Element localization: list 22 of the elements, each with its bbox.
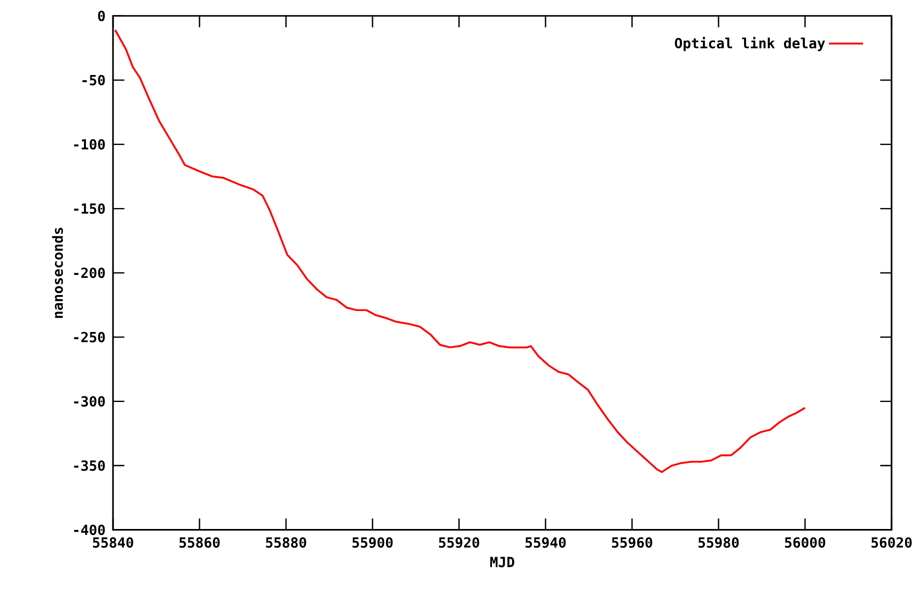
- x-tick-label: 56000: [785, 537, 826, 548]
- x-tick-label: 55960: [612, 537, 652, 548]
- x-tick-label: 56020: [872, 537, 912, 548]
- x-tick-label: 55880: [266, 537, 306, 548]
- x-axis-title: MJD: [490, 557, 514, 568]
- x-tick-label: 55980: [698, 537, 739, 548]
- y-tick-label: -50: [82, 74, 105, 86]
- x-tick-label: 55900: [352, 537, 393, 548]
- y-axis-title: nanoseconds: [52, 228, 63, 318]
- x-tick-label: 55840: [92, 537, 134, 548]
- y-tick-label: -300: [74, 396, 105, 407]
- x-tick-label: 55920: [439, 537, 480, 548]
- x-tick-label: 55860: [180, 537, 220, 548]
- legend-label: Optical link delay: [674, 36, 825, 52]
- y-tick-label: -100: [74, 139, 105, 150]
- y-tick-label: -200: [74, 268, 105, 278]
- y-tick-label: 0: [98, 10, 105, 22]
- y-tick-label: -150: [74, 203, 105, 214]
- y-tick-label: -350: [74, 460, 105, 471]
- y-tick-label: -250: [74, 332, 105, 342]
- y-tick-label: -400: [74, 524, 105, 536]
- x-tick-label: 55940: [526, 537, 566, 548]
